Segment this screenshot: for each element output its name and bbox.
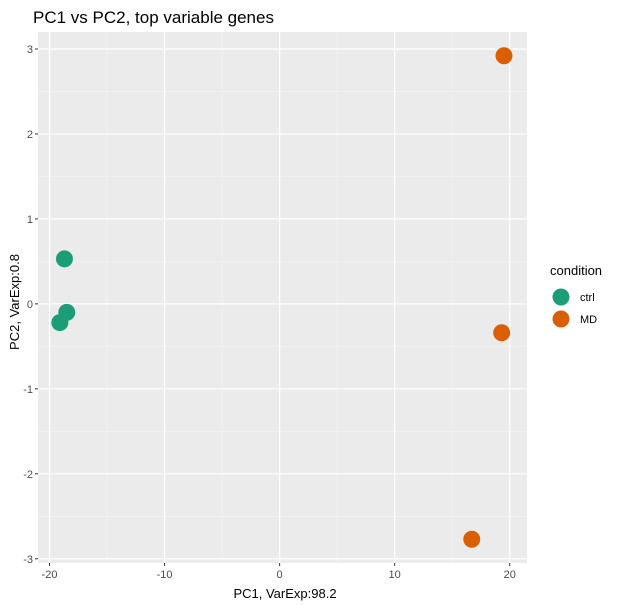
x-tick-label: 10 [389,569,401,581]
y-tick-label: 1 [27,214,33,226]
point-md [495,47,513,65]
y-tick-label: -1 [23,384,33,396]
legend-key-md [552,310,570,328]
y-tick-label: 2 [27,129,33,141]
point-md [493,324,511,342]
x-tick-label: -20 [42,569,58,581]
point-ctrl [51,314,69,332]
chart-title: PC1 vs PC2, top variable genes [33,8,274,27]
panel-background [38,32,527,563]
y-tick-label: -2 [23,469,33,481]
point-md [463,530,481,548]
y-axis: -3 -2 -1 0 1 2 3 [23,44,38,566]
legend: condition ctrl MD [550,263,602,328]
data-points [51,47,513,548]
legend-key-ctrl [552,288,570,306]
legend-label-ctrl: ctrl [580,292,595,304]
y-tick-label: 0 [27,299,33,311]
x-tick-label: 0 [277,569,283,581]
x-axis: -20 -10 0 10 20 [42,563,516,581]
point-ctrl [55,250,73,268]
y-axis-title: PC2, VarExp:0.8 [7,254,22,350]
legend-title: condition [550,263,602,278]
x-tick-label: 20 [504,569,516,581]
x-axis-title: PC1, VarExp:98.2 [233,586,336,601]
x-tick-label: -10 [157,569,173,581]
legend-label-md: MD [580,314,597,326]
y-tick-label: -3 [23,554,33,566]
plot-panel [38,32,527,563]
y-tick-label: 3 [27,44,33,56]
